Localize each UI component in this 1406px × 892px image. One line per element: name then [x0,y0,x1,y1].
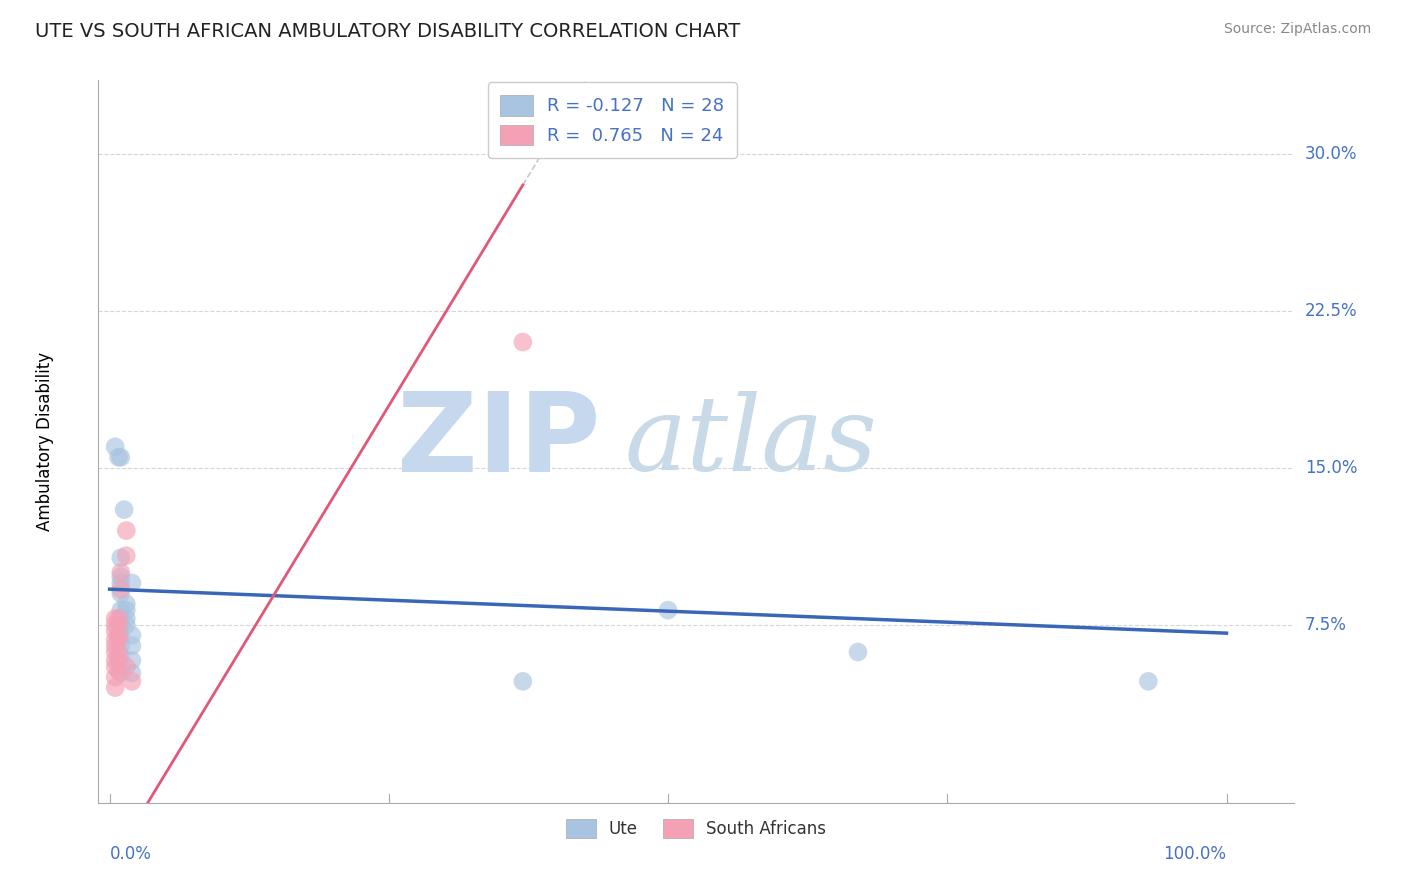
Point [107,632,129,647]
Point [110,628,132,642]
Point [121,628,143,642]
Point [512,334,534,349]
Point [121,665,143,680]
Point [107,617,129,632]
Point [104,639,127,653]
Point [104,611,127,625]
Text: ZIP: ZIP [396,388,600,495]
Point [107,611,129,625]
Text: Ambulatory Disability: Ambulatory Disability [35,352,53,531]
Point [107,645,129,659]
Point [110,450,132,465]
Text: UTE VS SOUTH AFRICAN AMBULATORY DISABILITY CORRELATION CHART: UTE VS SOUTH AFRICAN AMBULATORY DISABILI… [35,22,741,41]
Point [115,617,138,632]
Point [121,653,143,667]
Point [110,639,132,653]
Point [121,639,143,653]
Point [107,450,129,465]
Point [104,632,127,647]
Text: atlas: atlas [624,391,877,492]
Point [107,628,129,642]
Point [104,659,127,673]
Point [121,575,143,590]
Point [115,549,138,563]
Point [110,649,132,664]
Point [112,502,135,516]
Point [110,611,132,625]
Point [115,603,138,617]
Point [115,659,138,673]
Point [104,681,127,695]
Point [121,674,143,689]
Text: Source: ZipAtlas.com: Source: ZipAtlas.com [1223,22,1371,37]
Point [107,664,129,678]
Text: 15.0%: 15.0% [1305,458,1357,476]
Point [104,645,127,659]
Point [110,566,132,580]
Point [1137,674,1160,689]
Point [657,603,679,617]
Point [110,550,132,565]
Point [110,603,132,617]
Point [110,582,132,597]
Point [110,617,132,632]
Point [115,611,138,625]
Point [110,569,132,583]
Point [512,674,534,689]
Point [104,440,127,454]
Point [104,653,127,667]
Point [110,665,132,680]
Text: 100.0%: 100.0% [1164,845,1226,863]
Legend: Ute, South Africans: Ute, South Africans [560,813,832,845]
Point [115,524,138,538]
Point [115,597,138,611]
Point [846,645,869,659]
Text: 22.5%: 22.5% [1305,301,1357,319]
Text: 30.0%: 30.0% [1305,145,1357,162]
Point [110,586,132,600]
Point [104,624,127,638]
Point [104,670,127,684]
Text: 0.0%: 0.0% [110,845,152,863]
Text: 7.5%: 7.5% [1305,615,1347,634]
Point [110,575,132,590]
Point [104,617,127,632]
Point [107,653,129,667]
